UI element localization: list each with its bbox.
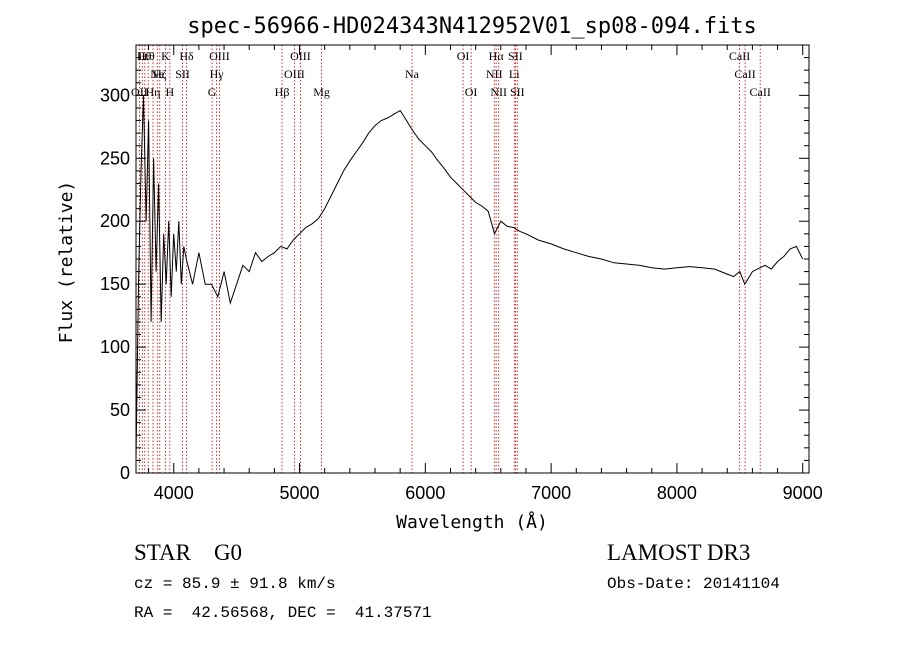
x-tick-label: 5000 <box>280 483 320 503</box>
y-tick-label: 0 <box>120 463 130 483</box>
line-labels-layer: OIILtLθLθHηNeHζKHSIIHδGHγOIIIHβOIIIOIIIM… <box>131 49 771 99</box>
axis-ticks-layer: 4000 5000 6000 7000 8000 9000 0 50 100 150 200 250 3… <box>100 45 823 503</box>
y-tick-label: 200 <box>100 211 130 231</box>
spectral-line-label: CaII <box>734 67 755 81</box>
spectral-line-label: Hα <box>489 49 505 63</box>
spectrum-trace <box>135 95 804 461</box>
spectral-line-label: CaII <box>750 85 771 99</box>
spectral-line-label: Ne <box>150 67 164 81</box>
x-tick-label: 8000 <box>657 483 697 503</box>
obs-date: Obs-Date: 20141104 <box>607 575 780 593</box>
y-tick-label: 100 <box>100 337 130 357</box>
spectral-line-label: Hζ <box>153 67 167 81</box>
redshift-cz: cz = 85.9 ± 91.8 km/s <box>134 575 336 593</box>
spectral-line-label: SII <box>508 49 523 63</box>
spectral-line-label: G <box>208 85 217 99</box>
y-tick-label: 250 <box>100 148 130 168</box>
chart-title: spec-56966-HD024343N412952V01_sp08-094.f… <box>187 14 757 39</box>
spectral-line-label: OIII <box>284 67 305 81</box>
spectral-line-label: NII <box>486 67 503 81</box>
coordinates: RA = 42.56568, DEC = 41.37571 <box>134 604 432 622</box>
spectral-line-label: CaII <box>729 49 750 63</box>
y-tick-label: 50 <box>110 400 130 420</box>
spectral-line-label: OIII <box>290 49 311 63</box>
spectral-line-label: OI <box>457 49 470 63</box>
x-tick-label: 9000 <box>783 483 823 503</box>
y-tick-label: 300 <box>100 85 130 105</box>
spectral-line-label: Hδ <box>179 49 194 63</box>
spectral-line-label: Lθ <box>138 49 151 63</box>
spectral-line-label: Hη <box>146 85 161 99</box>
spectral-line-label: SII <box>175 67 190 81</box>
plot-frame <box>135 44 810 474</box>
spectral-line-label: OIII <box>209 49 230 63</box>
spectral-line-label: Hγ <box>210 67 225 81</box>
survey-name: LAMOST DR3 <box>607 540 751 565</box>
x-axis-label: Wavelength (Å) <box>396 511 548 533</box>
y-tick-label: 150 <box>100 274 130 294</box>
x-tick-label: 6000 <box>405 483 445 503</box>
spectral-line-label: Li <box>509 67 520 81</box>
spectral-line-label: NII <box>490 85 507 99</box>
spectral-line-label: Mg <box>313 85 330 99</box>
spectral-line-label: Lθ <box>142 49 155 63</box>
x-tick-label: 4000 <box>154 483 194 503</box>
spectral-line-label: Hβ <box>275 85 290 99</box>
spectral-line-label: SII <box>510 85 525 99</box>
spectral-line-label: Lt <box>137 49 148 63</box>
x-tick-label: 7000 <box>531 483 571 503</box>
spectral-line-label: Na <box>405 67 420 81</box>
spectral-line-label: H <box>166 85 175 99</box>
object-class: STAR G0 <box>134 540 243 565</box>
spectral-line-label: OI <box>465 85 478 99</box>
spectral-lines-layer <box>138 45 761 473</box>
y-axis-label: Flux (relative) <box>56 181 77 344</box>
spectral-line-label: K <box>161 49 170 63</box>
